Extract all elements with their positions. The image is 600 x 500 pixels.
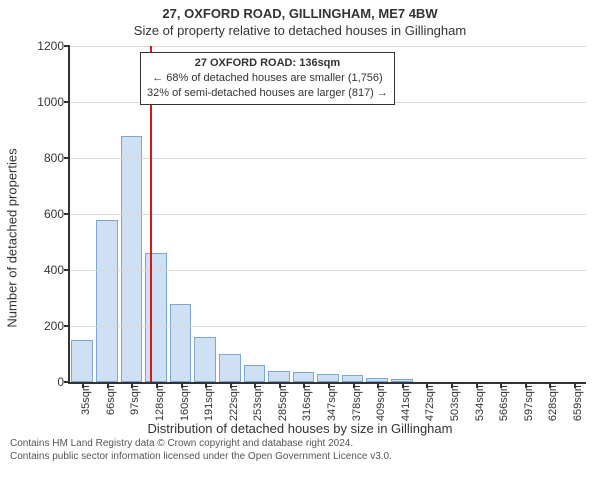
x-tick-label: 503sqm: [441, 382, 461, 421]
plot-region: 35sqm66sqm97sqm128sqm160sqm191sqm222sqm2…: [68, 46, 586, 384]
x-tick-label: 253sqm: [244, 382, 264, 421]
histogram-bar: [219, 354, 241, 382]
y-tick-label: 1200: [37, 39, 70, 53]
x-tick-label: 347sqm: [318, 382, 338, 421]
footer-attribution: Contains HM Land Registry data © Crown c…: [0, 438, 600, 467]
y-tick-label: 400: [44, 263, 70, 277]
histogram-bar: [170, 304, 192, 382]
histogram-bar: [71, 340, 93, 382]
x-tick-label: 472sqm: [416, 382, 436, 421]
annotation-line: ← 68% of detached houses are smaller (1,…: [147, 71, 388, 86]
histogram-bar: [145, 253, 167, 382]
histogram-bar: [317, 374, 339, 382]
histogram-bar: [342, 375, 364, 382]
histogram-bar: [194, 337, 216, 382]
x-axis-label: Distribution of detached houses by size …: [0, 421, 600, 436]
x-tick-label: 35sqm: [72, 382, 92, 415]
y-tick-label: 800: [44, 151, 70, 165]
x-tick-label: 285sqm: [269, 382, 289, 421]
x-tick-label: 441sqm: [392, 382, 412, 421]
y-tick-label: 200: [44, 319, 70, 333]
histogram-bar: [268, 371, 290, 382]
gridline: [70, 270, 586, 271]
x-tick-label: 659sqm: [564, 382, 584, 421]
x-tick-label: 128sqm: [146, 382, 166, 421]
x-tick-label: 378sqm: [343, 382, 363, 421]
annotation-line: 27 OXFORD ROAD: 136sqm: [147, 56, 388, 71]
gridline: [70, 158, 586, 159]
chart-title-subtitle: Size of property relative to detached ho…: [0, 23, 600, 38]
chart-title-address: 27, OXFORD ROAD, GILLINGHAM, ME7 4BW: [0, 6, 600, 21]
footer-line1: Contains HM Land Registry data © Crown c…: [10, 438, 590, 451]
x-tick-label: 628sqm: [539, 382, 559, 421]
annotation-box: 27 OXFORD ROAD: 136sqm← 68% of detached …: [140, 52, 395, 105]
x-tick-label: 66sqm: [97, 382, 117, 415]
chart-area: Number of detached properties 35sqm66sqm…: [0, 38, 600, 438]
x-tick-label: 409sqm: [367, 382, 387, 421]
histogram-bar: [244, 365, 266, 382]
x-tick-label: 534sqm: [466, 382, 486, 421]
gridline: [70, 46, 586, 47]
y-axis-label: Number of detached properties: [5, 148, 20, 327]
y-tick-label: 0: [57, 375, 70, 389]
x-tick-label: 160sqm: [171, 382, 191, 421]
x-tick-label: 566sqm: [490, 382, 510, 421]
footer-line2: Contains public sector information licen…: [10, 451, 590, 464]
gridline: [70, 214, 586, 215]
annotation-line: 32% of semi-detached houses are larger (…: [147, 86, 388, 101]
x-tick-label: 597sqm: [515, 382, 535, 421]
x-tick-label: 191sqm: [195, 382, 215, 421]
gridline: [70, 326, 586, 327]
y-tick-label: 600: [44, 207, 70, 221]
histogram-bar: [96, 220, 118, 382]
x-tick-label: 97sqm: [121, 382, 141, 415]
x-tick-label: 222sqm: [220, 382, 240, 421]
chart-title-block: 27, OXFORD ROAD, GILLINGHAM, ME7 4BW Siz…: [0, 0, 600, 38]
x-tick-label: 316sqm: [293, 382, 313, 421]
y-tick-label: 1000: [37, 95, 70, 109]
histogram-bar: [121, 136, 143, 382]
histogram-bar: [293, 372, 315, 382]
